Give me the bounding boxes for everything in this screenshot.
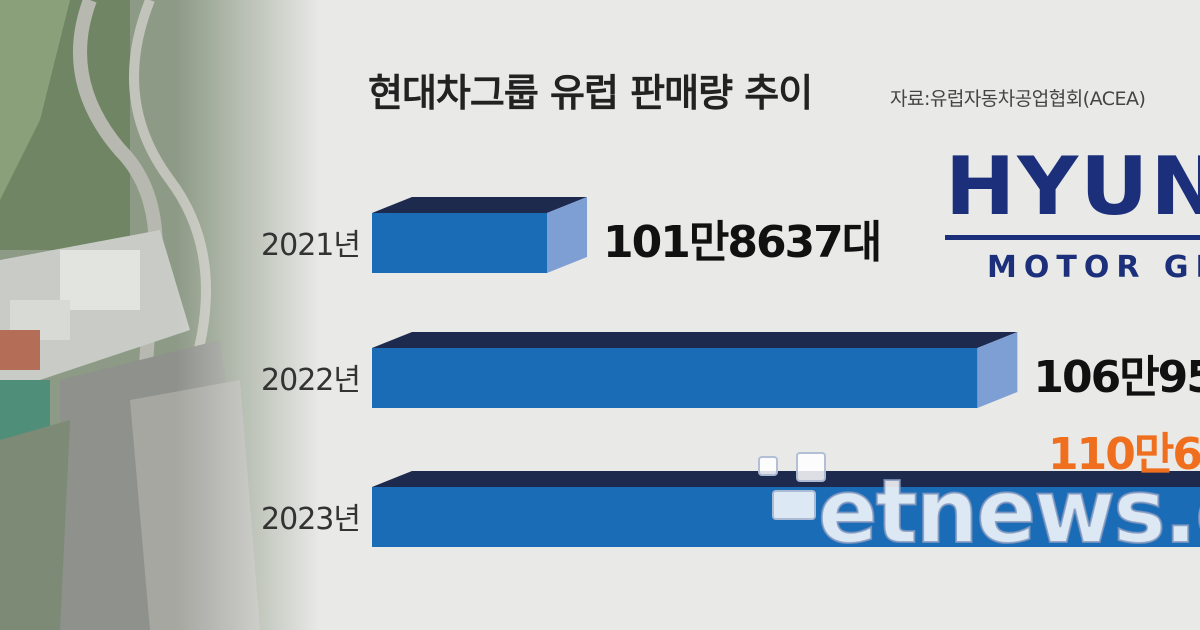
bar-front <box>372 348 978 408</box>
watermark-dot <box>772 490 816 520</box>
bar-side <box>547 197 587 273</box>
logo-subtitle: MOTOR GROUP <box>987 250 1200 285</box>
logo-wordmark: HYUNDAI <box>945 140 1200 234</box>
category-label: 2023년 <box>261 502 360 537</box>
bar-1 <box>372 197 587 273</box>
bar-top <box>372 471 1200 487</box>
category-label: 2022년 <box>261 363 360 398</box>
bar-2 <box>372 332 1018 408</box>
chart-title: 현대차그룹 유럽 판매량 추이 <box>368 71 813 115</box>
watermark-dot <box>796 452 826 482</box>
hyundai-motor-group-logo: HYUNDAI MOTOR GROUP <box>945 140 1200 300</box>
etnews-watermark: etnews.com <box>750 452 1200 582</box>
watermark-text: etnews.com <box>817 459 1200 564</box>
value-label: 110만6 <box>1048 429 1200 480</box>
source-note: 자료:유럽자동차공업협회(ACEA) <box>890 88 1146 110</box>
watermark-dot <box>758 456 778 476</box>
bar-top <box>372 197 587 213</box>
category-label: 2021년 <box>261 228 360 263</box>
bar-front <box>372 213 547 273</box>
bar-top <box>372 332 1018 348</box>
bar-side <box>977 332 1018 408</box>
aerial-factory-photo <box>0 0 320 630</box>
value-label: 101만8637대 <box>603 217 880 268</box>
value-label: 106만955대 <box>1033 352 1200 403</box>
logo-rule <box>945 235 1200 240</box>
